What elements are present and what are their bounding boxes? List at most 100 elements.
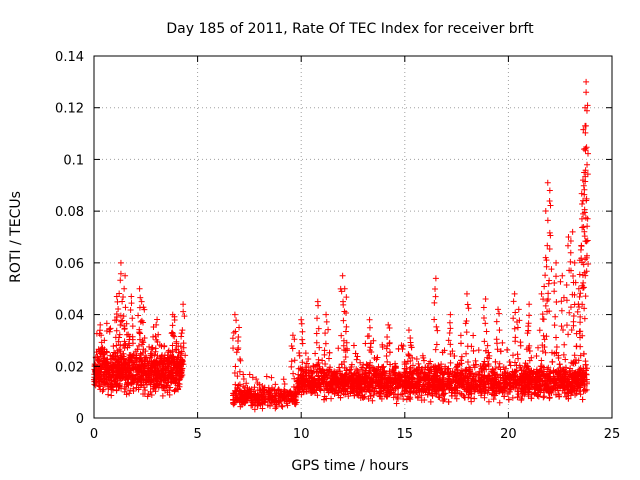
data-point [583, 254, 590, 261]
data-point [540, 394, 547, 401]
data-point [506, 359, 513, 366]
data-point [354, 376, 361, 383]
data-point [367, 344, 374, 351]
data-point [421, 357, 428, 364]
data-point [577, 313, 584, 320]
data-point [137, 294, 144, 301]
data-point [126, 351, 133, 358]
data-point [180, 301, 187, 308]
data-point [561, 370, 568, 377]
x-tick-label: 15 [397, 427, 414, 442]
data-point [134, 364, 141, 371]
data-point [581, 386, 588, 393]
data-point [446, 373, 453, 380]
data-point [546, 246, 553, 253]
data-point [496, 380, 503, 387]
data-point [171, 387, 178, 394]
data-point [279, 403, 286, 410]
data-point [366, 316, 373, 323]
data-point [277, 390, 284, 397]
data-point [123, 331, 130, 338]
data-point [387, 374, 394, 381]
data-point [557, 364, 564, 371]
data-point [580, 284, 587, 291]
data-point [297, 365, 304, 372]
data-point [168, 330, 175, 337]
data-point [559, 381, 566, 388]
data-point [275, 386, 282, 393]
data-point [232, 381, 239, 388]
data-point [342, 371, 349, 378]
data-point [97, 321, 104, 328]
data-point [137, 350, 144, 357]
data-point [570, 273, 577, 280]
data-point [348, 370, 355, 377]
data-point [544, 217, 551, 224]
data-point [393, 400, 400, 407]
data-point [384, 358, 391, 365]
data-point [299, 340, 306, 347]
data-point [572, 360, 579, 367]
data-point [241, 400, 248, 407]
data-point [139, 341, 146, 348]
data-point [175, 361, 182, 368]
data-point [481, 390, 488, 397]
data-point [154, 352, 161, 359]
data-point [386, 368, 393, 375]
data-point [558, 378, 565, 385]
data-point [330, 378, 337, 385]
data-point [118, 385, 125, 392]
data-point [113, 293, 120, 300]
data-point [156, 359, 163, 366]
data-point [336, 364, 343, 371]
data-point [261, 396, 268, 403]
data-point [560, 372, 567, 379]
data-point [571, 386, 578, 393]
data-point [384, 342, 391, 349]
data-point [514, 319, 521, 326]
data-point [422, 389, 429, 396]
data-point [99, 362, 106, 369]
data-point [447, 350, 454, 357]
data-point [379, 343, 386, 350]
data-point [113, 361, 120, 368]
data-point [231, 311, 238, 318]
data-point [466, 383, 473, 390]
data-point [577, 290, 584, 297]
data-point [306, 378, 313, 385]
data-point [161, 372, 168, 379]
data-point [140, 319, 147, 326]
data-point [379, 364, 386, 371]
data-point [290, 370, 297, 377]
data-point [251, 406, 258, 413]
data-point [558, 307, 565, 314]
data-point [338, 332, 345, 339]
data-point [236, 396, 243, 403]
data-point [581, 191, 588, 198]
data-point [175, 343, 182, 350]
data-point [280, 376, 287, 383]
data-point [291, 336, 298, 343]
x-tick-labels: 0 5 10 15 20 25 [90, 427, 620, 442]
data-point [579, 200, 586, 207]
data-point [144, 358, 151, 365]
data-point [536, 376, 543, 383]
data-point [314, 362, 321, 369]
data-point [578, 215, 585, 222]
data-point [385, 321, 392, 328]
data-point [551, 280, 558, 287]
data-point [439, 349, 446, 356]
data-point [508, 374, 515, 381]
data-point [448, 392, 455, 399]
data-point [403, 396, 410, 403]
data-point [477, 387, 484, 394]
data-point [546, 229, 553, 236]
data-point [582, 214, 589, 221]
data-point [95, 382, 102, 389]
data-point [559, 272, 566, 279]
data-point [389, 384, 396, 391]
data-point [373, 367, 380, 374]
data-point [421, 397, 428, 404]
data-point [513, 380, 520, 387]
data-point [470, 347, 477, 354]
